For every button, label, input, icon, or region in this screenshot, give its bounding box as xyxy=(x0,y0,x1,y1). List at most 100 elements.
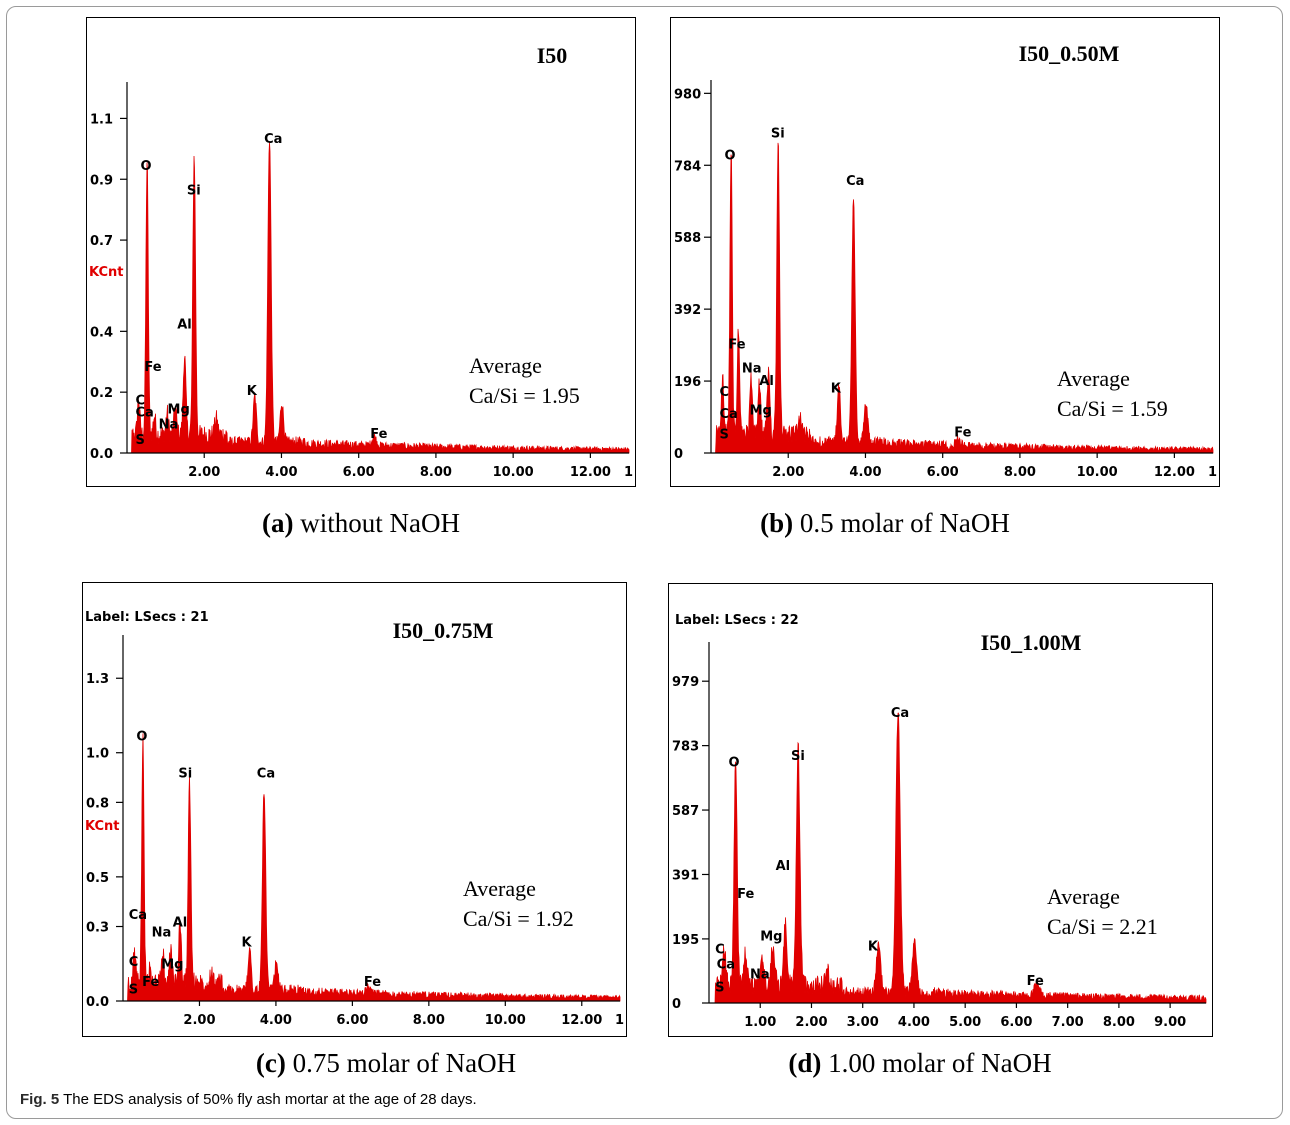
peak-label: Fe xyxy=(954,425,971,440)
x-tick-label: 4.00 xyxy=(849,465,881,480)
y-tick-label: 392 xyxy=(674,303,701,318)
spectrum-a xyxy=(127,142,630,454)
x-tick-label: 2.00 xyxy=(183,1013,215,1028)
x-tick-label: 3.00 xyxy=(847,1015,879,1030)
peak-label: Ca xyxy=(135,406,153,421)
peak-label: S xyxy=(719,427,728,442)
y-tick-label: 196 xyxy=(674,375,701,390)
x-tick-label: 9.00 xyxy=(1154,1015,1186,1030)
x-tick-label: 5.00 xyxy=(949,1015,981,1030)
subcaption-a: (a) without NaOH xyxy=(246,508,476,539)
y-tick-label: 0 xyxy=(672,997,681,1012)
y-tick-label: 0.9 xyxy=(90,173,113,188)
average-value-b: Ca/Si = 1.59 xyxy=(1057,396,1168,421)
peak-label: K xyxy=(242,935,253,950)
chart-svg-b: 0 196 392 588 784 980 2.00 4.00 6.00 8.00 10.00 12.… xyxy=(674,41,1217,480)
y-tick-label: 0 xyxy=(674,447,683,462)
subcaption-d-label: (d) xyxy=(788,1048,822,1078)
x-tick-label: 10.00 xyxy=(485,1013,526,1028)
chart-svg-c: 0.0 0.3 0.5 0.8 1.0 1.3 2.00 4.00 6.00 8.00 10.00 1… xyxy=(85,610,624,1028)
spectrum-c xyxy=(123,733,621,1002)
figure-caption-text: The EDS analysis of 50% fly ash mortar a… xyxy=(63,1091,477,1108)
peak-label: Fe xyxy=(728,337,745,352)
y-tick-label: 0.5 xyxy=(86,871,109,886)
y-tick-label: 784 xyxy=(674,159,701,174)
spectrum-header-c: Label: LSecs : 21 xyxy=(85,610,209,625)
y-tick-label: 0.7 xyxy=(90,234,113,249)
y-tick-label: 980 xyxy=(674,87,701,102)
x-tick-label: 6.00 xyxy=(1000,1015,1032,1030)
subcaption-c-label: (c) xyxy=(255,1048,286,1078)
figure-frame xyxy=(6,6,1283,1119)
peak-label: C xyxy=(129,955,139,970)
peak-label: Ca xyxy=(846,174,864,189)
peak-label: Na xyxy=(750,967,770,982)
average-label-d: Average xyxy=(1047,884,1120,909)
y-tick-label: 0.4 xyxy=(90,325,113,340)
spectrum-header-d: Label: LSecs : 22 xyxy=(675,613,799,628)
chart-title-b: I50_0.50M xyxy=(1019,41,1120,66)
x-tick-label: 12.00 xyxy=(1154,465,1195,480)
chart-panel-d: 0 195 391 587 783 979 1.00 2.00 3.00 4.00 5.00 6.00… xyxy=(668,583,1213,1037)
peak-label: Al xyxy=(759,374,774,389)
x-edge-label: 1 xyxy=(624,465,633,480)
x-tick-label: 12.00 xyxy=(561,1013,602,1028)
x-edge-label: 1 xyxy=(1208,465,1217,480)
average-value-a: Ca/Si = 1.95 xyxy=(469,383,580,408)
chart-svg-d: 0 195 391 587 783 979 1.00 2.00 3.00 4.00 5.00 6.00… xyxy=(672,613,1207,1030)
peak-label: Mg xyxy=(161,958,183,973)
subcaption-d-text: 1.00 molar of NaOH xyxy=(828,1048,1052,1078)
x-tick-label: 1.00 xyxy=(744,1015,776,1030)
y-tick-label: 783 xyxy=(672,740,699,755)
peak-label: Si xyxy=(187,183,201,198)
peak-label: C xyxy=(715,943,725,958)
y-tick-label: 0.8 xyxy=(86,796,109,811)
x-tick-label: 6.00 xyxy=(336,1013,368,1028)
y-tick-label: 587 xyxy=(672,804,699,819)
chart-title-d: I50_1.00M xyxy=(981,630,1082,655)
y-axis-label-c: KCnt xyxy=(85,819,120,834)
spectrum-d xyxy=(709,712,1207,1004)
x-tick-label: 8.00 xyxy=(1004,465,1036,480)
chart-panel-b: 0 196 392 588 784 980 2.00 4.00 6.00 8.00 10.00 12.… xyxy=(670,17,1220,487)
subcaption-c: (c) 0.75 molar of NaOH xyxy=(236,1048,536,1079)
x-tick-label: 4.00 xyxy=(260,1013,292,1028)
peak-label: S xyxy=(715,980,724,995)
y-tick-label: 0.0 xyxy=(90,447,113,462)
y-tick-label: 979 xyxy=(672,675,699,690)
x-tick-label: 2.00 xyxy=(188,465,220,480)
peak-label: Al xyxy=(776,859,791,874)
x-tick-label: 10.00 xyxy=(1077,465,1118,480)
subcaption-c-text: 0.75 molar of NaOH xyxy=(292,1048,517,1078)
spectrum-b xyxy=(711,142,1214,454)
peak-label: Ca xyxy=(719,407,737,422)
figure-caption-label: Fig. 5 xyxy=(20,1091,60,1108)
y-tick-label: 0.3 xyxy=(86,921,109,936)
x-tick-label: 10.00 xyxy=(493,465,534,480)
peak-label: Al xyxy=(173,916,188,931)
chart-panel-a: 0.0 0.2 0.4 0.7 0.9 1.1 2.00 4.00 6.00 8.00 10.00 1… xyxy=(86,17,636,487)
subcaption-d: (d) 1.00 molar of NaOH xyxy=(770,1048,1070,1079)
peak-label: Ca xyxy=(264,132,282,147)
peak-label: Fe xyxy=(1027,974,1044,989)
peak-label: Si xyxy=(791,749,805,764)
average-value-c: Ca/Si = 1.92 xyxy=(463,906,574,931)
y-tick-label: 588 xyxy=(674,231,701,246)
peak-label: S xyxy=(129,983,138,998)
chart-title-c: I50_0.75M xyxy=(393,618,494,643)
peak-label: K xyxy=(868,939,879,954)
peak-label: O xyxy=(728,755,739,770)
average-label-a: Average xyxy=(469,353,542,378)
chart-title-a: I50 xyxy=(537,43,568,68)
peak-label: Fe xyxy=(144,360,161,375)
peak-label: C xyxy=(719,385,729,400)
peak-label: Ca xyxy=(257,767,275,782)
peak-label: Mg xyxy=(750,403,772,418)
y-tick-label: 1.1 xyxy=(90,112,113,127)
x-edge-label: 1 xyxy=(615,1013,624,1028)
average-label-b: Average xyxy=(1057,366,1130,391)
y-axis-label-a: KCnt xyxy=(89,265,124,280)
subcaption-a-text: without NaOH xyxy=(300,508,460,538)
x-tick-label: 4.00 xyxy=(898,1015,930,1030)
peak-label: O xyxy=(136,729,147,744)
